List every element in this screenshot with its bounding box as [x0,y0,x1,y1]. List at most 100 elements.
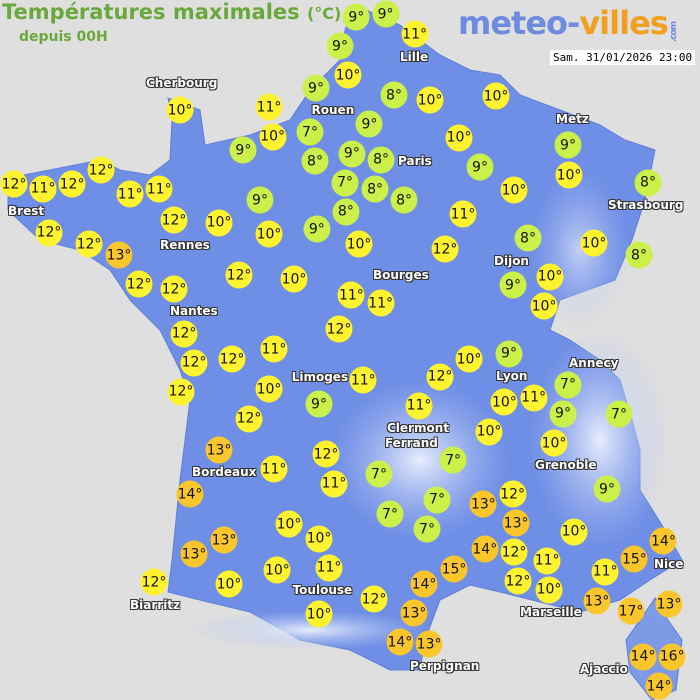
temperature-marker[interactable]: 12° [360,585,388,613]
temperature-marker[interactable]: 14° [471,535,499,563]
temperature-marker[interactable]: 11° [533,547,561,575]
temperature-marker[interactable]: 10° [500,176,528,204]
temperature-marker[interactable]: 12° [0,170,28,198]
temperature-marker[interactable]: 10° [560,518,588,546]
temperature-marker[interactable]: 10° [530,292,558,320]
temperature-marker[interactable]: 7° [331,169,359,197]
temperature-marker[interactable]: 8° [301,147,329,175]
temperature-marker[interactable]: 12° [235,405,263,433]
temperature-marker[interactable]: 12° [499,480,527,508]
temperature-marker[interactable]: 9° [338,140,366,168]
temperature-marker[interactable]: 13° [205,436,233,464]
temperature-marker[interactable]: 9° [466,153,494,181]
temperature-marker[interactable]: 9° [303,215,331,243]
temperature-marker[interactable]: 7° [439,446,467,474]
temperature-marker[interactable]: 10° [334,61,362,89]
temperature-marker[interactable]: 11° [260,455,288,483]
temperature-marker[interactable]: 10° [263,556,291,584]
temperature-marker[interactable]: 10° [482,82,510,110]
temperature-marker[interactable]: 10° [166,96,194,124]
temperature-marker[interactable]: 13° [502,509,530,537]
temperature-marker[interactable]: 12° [167,378,195,406]
temperature-marker[interactable]: 10° [259,123,287,151]
temperature-marker[interactable]: 8° [634,169,662,197]
temperature-marker[interactable]: 11° [145,175,173,203]
temperature-marker[interactable]: 10° [475,418,503,446]
temperature-marker[interactable]: 13° [469,490,497,518]
temperature-marker[interactable]: 11° [449,200,477,228]
temperature-marker[interactable]: 11° [367,289,395,317]
temperature-marker[interactable]: 9° [593,475,621,503]
temperature-marker[interactable]: 16° [658,643,686,671]
temperature-marker[interactable]: 13° [655,590,683,618]
temperature-marker[interactable]: 10° [305,600,333,628]
temperature-marker[interactable]: 9° [549,400,577,428]
temperature-marker[interactable]: 14° [386,628,414,656]
temperature-marker[interactable]: 10° [305,525,333,553]
temperature-marker[interactable]: 10° [540,429,568,457]
temperature-marker[interactable]: 9° [554,131,582,159]
temperature-marker[interactable]: 11° [29,175,57,203]
temperature-marker[interactable]: 15° [440,555,468,583]
temperature-marker[interactable]: 14° [645,672,673,700]
temperature-marker[interactable]: 12° [35,219,63,247]
temperature-marker[interactable]: 9° [229,136,257,164]
temperature-marker[interactable]: 10° [416,86,444,114]
temperature-marker[interactable]: 7° [605,400,633,428]
temperature-marker[interactable]: 11° [255,93,283,121]
temperature-marker[interactable]: 13° [400,599,428,627]
temperature-marker[interactable]: 7° [365,460,393,488]
temperature-marker[interactable]: 12° [140,568,168,596]
temperature-marker[interactable]: 12° [160,206,188,234]
temperature-marker[interactable]: 10° [280,265,308,293]
temperature-marker[interactable]: 12° [75,230,103,258]
temperature-marker[interactable]: 8° [361,175,389,203]
temperature-marker[interactable]: 10° [580,229,608,257]
temperature-marker[interactable]: 13° [415,630,443,658]
temperature-marker[interactable]: 12° [500,538,528,566]
temperature-marker[interactable]: 10° [205,209,233,237]
temperature-marker[interactable]: 14° [629,643,657,671]
temperature-marker[interactable]: 17° [617,597,645,625]
temperature-marker[interactable]: 9° [372,0,400,28]
temperature-marker[interactable]: 9° [342,3,370,31]
temperature-marker[interactable]: 10° [445,124,473,152]
temperature-marker[interactable]: 11° [520,384,548,412]
temperature-marker[interactable]: 7° [296,118,324,146]
temperature-marker[interactable]: 8° [367,146,395,174]
temperature-marker[interactable]: 12° [325,315,353,343]
temperature-marker[interactable]: 10° [536,263,564,291]
temperature-marker[interactable]: 11° [349,366,377,394]
temperature-marker[interactable]: 15° [620,545,648,573]
temperature-marker[interactable]: 10° [455,345,483,373]
temperature-marker[interactable]: 9° [246,186,274,214]
temperature-marker[interactable]: 10° [345,230,373,258]
temperature-marker[interactable]: 11° [405,392,433,420]
temperature-marker[interactable]: 14° [176,480,204,508]
temperature-marker[interactable]: 9° [305,390,333,418]
temperature-marker[interactable]: 13° [180,540,208,568]
temperature-marker[interactable]: 12° [125,270,153,298]
temperature-marker[interactable]: 12° [170,320,198,348]
temperature-marker[interactable]: 7° [413,515,441,543]
temperature-marker[interactable]: 7° [554,371,582,399]
temperature-marker[interactable]: 9° [499,271,527,299]
temperature-marker[interactable]: 10° [255,375,283,403]
temperature-marker[interactable]: 10° [555,161,583,189]
temperature-marker[interactable]: 9° [495,340,523,368]
temperature-marker[interactable]: 12° [58,170,86,198]
temperature-marker[interactable]: 12° [218,345,246,373]
temperature-marker[interactable]: 10° [255,220,283,248]
temperature-marker[interactable]: 10° [275,510,303,538]
temperature-marker[interactable]: 12° [160,275,188,303]
temperature-marker[interactable]: 11° [401,20,429,48]
temperature-marker[interactable]: 8° [625,241,653,269]
temperature-marker[interactable]: 12° [87,156,115,184]
temperature-marker[interactable]: 9° [326,32,354,60]
temperature-marker[interactable]: 11° [116,180,144,208]
temperature-marker[interactable]: 8° [390,186,418,214]
temperature-marker[interactable]: 8° [514,224,542,252]
temperature-marker[interactable]: 13° [583,587,611,615]
temperature-marker[interactable]: 8° [332,198,360,226]
temperature-marker[interactable]: 13° [105,241,133,269]
